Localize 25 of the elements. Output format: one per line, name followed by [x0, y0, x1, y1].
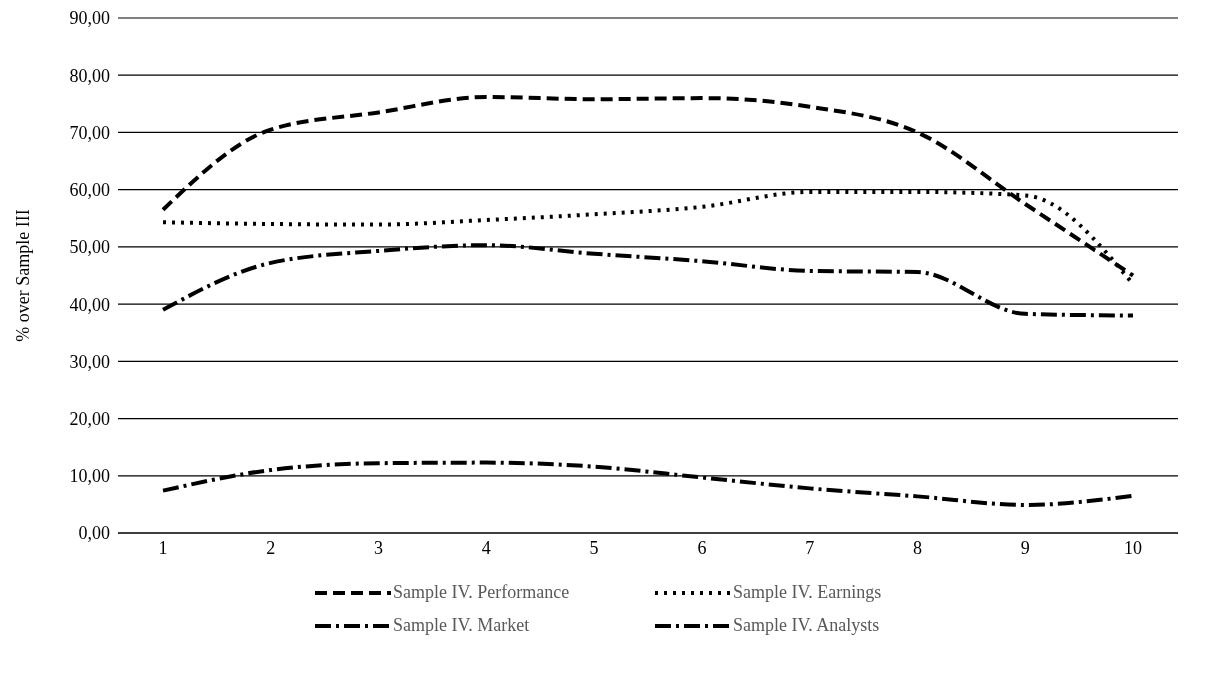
y-tick-label: 90,00	[69, 8, 110, 29]
y-tick-label: 50,00	[69, 237, 110, 258]
x-tick-label: 8	[912, 537, 922, 558]
y-tick-label: 10,00	[69, 466, 110, 487]
legend-label: Sample IV. Performance	[393, 582, 570, 603]
y-tick-label: 70,00	[69, 122, 110, 143]
y-tick-label: 0,00	[78, 523, 110, 544]
x-tick-label: 7	[805, 537, 815, 558]
y-tick-label: 30,00	[69, 351, 110, 372]
x-tick-label: 9	[1020, 537, 1030, 558]
x-tick-label: 3	[374, 537, 384, 558]
y-tick-label: 40,00	[69, 294, 110, 315]
y-tick-label: 80,00	[69, 65, 110, 86]
legend-label: Sample IV. Analysts	[733, 615, 880, 636]
x-tick-label: 2	[266, 537, 276, 558]
legend-label: Sample IV. Market	[393, 615, 530, 636]
y-axis-title: % over Sample III	[13, 209, 34, 342]
x-tick-label: 5	[589, 537, 599, 558]
x-tick-label: 1	[158, 537, 168, 558]
legend-label: Sample IV. Earnings	[733, 582, 882, 603]
x-tick-label: 6	[697, 537, 707, 558]
x-tick-label: 10	[1124, 537, 1142, 558]
x-tick-label: 4	[481, 537, 491, 558]
y-tick-label: 60,00	[69, 180, 110, 201]
y-tick-label: 20,00	[69, 408, 110, 429]
